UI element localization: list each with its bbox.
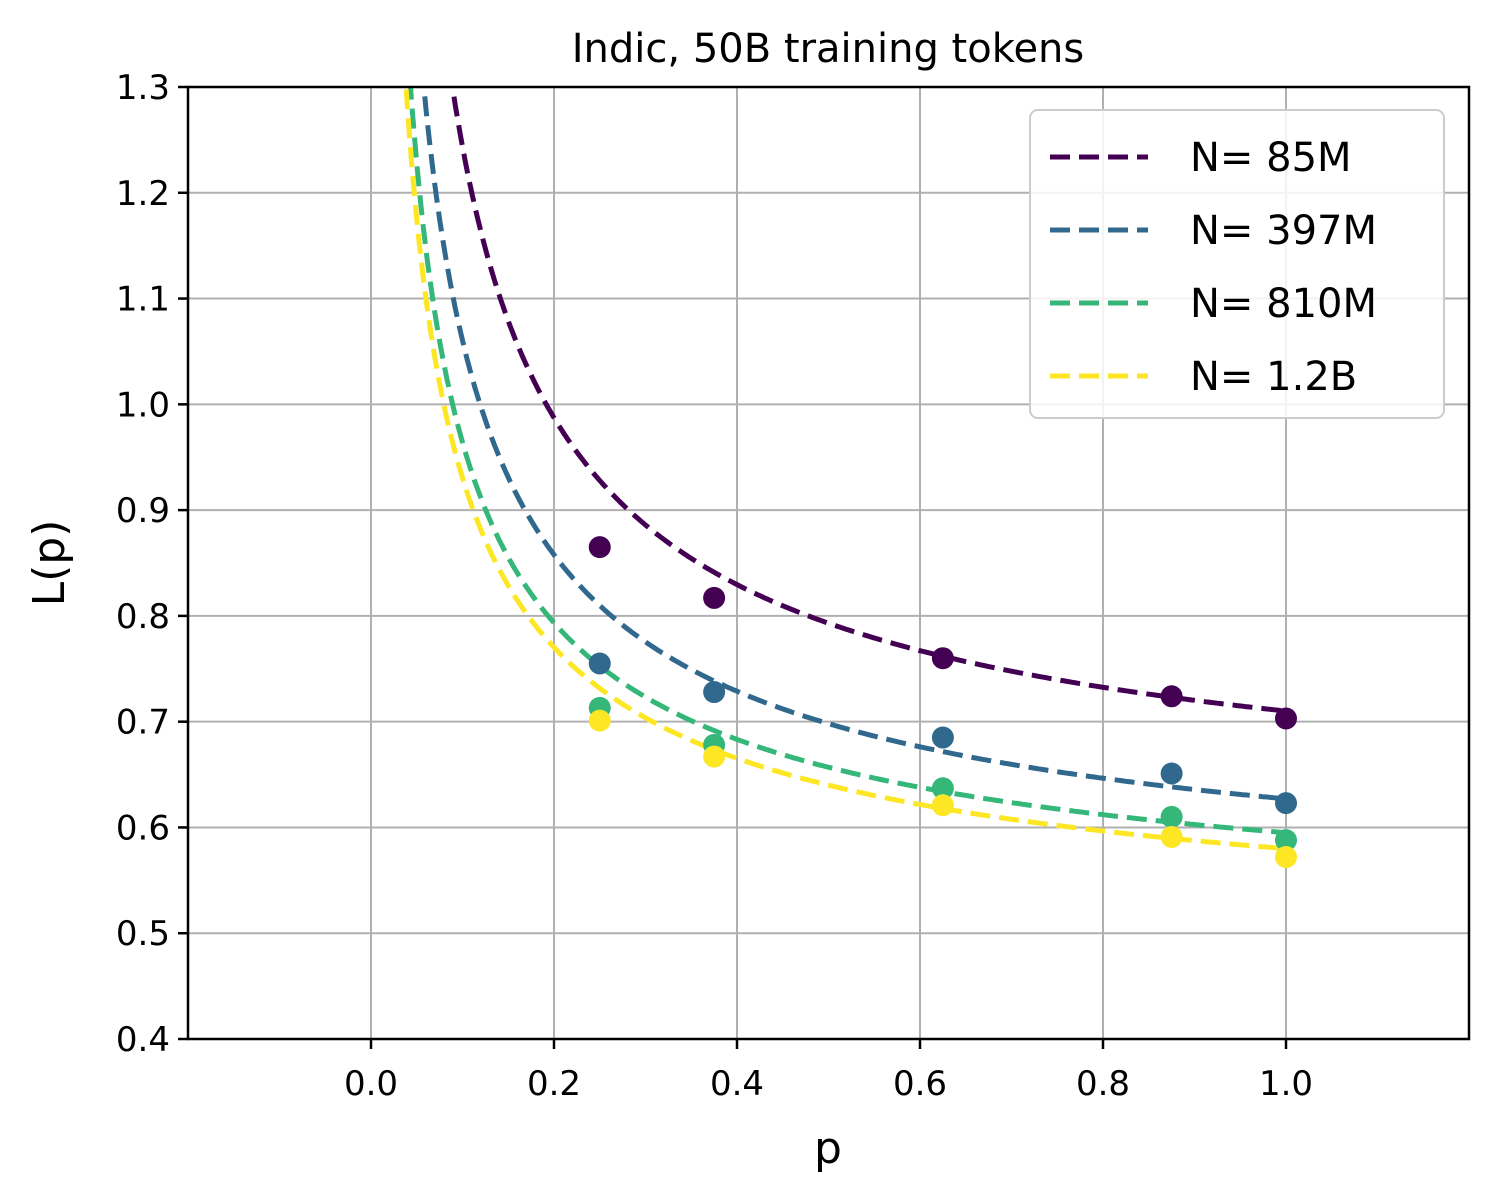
x-tick-label: 0.0 — [344, 1064, 398, 1104]
data-point — [588, 709, 611, 732]
y-tick-label: 0.4 — [116, 1020, 170, 1060]
data-point — [703, 745, 726, 768]
x-tick-label: 1.0 — [1259, 1064, 1313, 1104]
data-point — [703, 681, 726, 704]
y-tick-label: 0.5 — [116, 914, 170, 954]
legend: N= 85M N= 397M N= 810M N= 1.2B — [1029, 109, 1445, 419]
y-tick-label: 1.1 — [116, 280, 170, 320]
series-line — [403, 87, 1287, 852]
data-point — [931, 726, 954, 749]
legend-box — [1029, 109, 1445, 419]
y-tick-label: 0.6 — [116, 808, 170, 848]
y-tick-label: 1.2 — [116, 174, 170, 214]
data-point — [588, 652, 611, 675]
x-tick-label: 0.2 — [527, 1064, 581, 1104]
x-axis-label: p — [814, 1123, 842, 1174]
data-point — [1275, 846, 1297, 869]
series-line — [421, 87, 1287, 802]
data-point — [1275, 792, 1297, 815]
legend-label: N= 397M — [1190, 208, 1377, 254]
legend-label: N= 85M — [1190, 135, 1352, 181]
data-point — [1160, 805, 1183, 828]
chart-title: Indic, 50B training tokens — [572, 26, 1085, 72]
series-points — [588, 536, 1297, 869]
series-line — [408, 87, 1287, 836]
data-point — [703, 586, 726, 609]
data-point — [931, 647, 954, 670]
y-axis-ticks: 0.4 0.5 0.6 0.7 0.8 0.9 1.0 1.1 1.2 1.3 — [116, 68, 188, 1060]
y-tick-label: 0.9 — [116, 491, 170, 531]
legend-label: N= 1.2B — [1190, 354, 1357, 400]
data-point — [1160, 825, 1183, 848]
x-tick-label: 0.4 — [710, 1064, 764, 1104]
data-point — [1275, 707, 1297, 730]
series-lines — [403, 87, 1287, 852]
data-point — [1275, 829, 1297, 852]
data-point — [1160, 762, 1183, 785]
y-tick-label: 0.7 — [116, 703, 170, 743]
data-point — [931, 794, 954, 817]
x-tick-label: 0.8 — [1076, 1064, 1130, 1104]
y-tick-label: 1.3 — [116, 68, 170, 108]
plot-frame — [186, 85, 1471, 1041]
data-point — [931, 777, 954, 800]
y-tick-label: 1.0 — [116, 385, 170, 425]
legend-label: N= 810M — [1190, 281, 1377, 327]
y-axis-label: L(p) — [24, 520, 75, 607]
data-point — [1160, 685, 1183, 708]
x-axis-ticks: 0.0 0.2 0.4 0.6 0.8 1.0 — [344, 1039, 1313, 1104]
x-tick-label: 0.6 — [893, 1064, 947, 1104]
data-point — [588, 536, 611, 559]
y-tick-label: 0.8 — [116, 597, 170, 637]
